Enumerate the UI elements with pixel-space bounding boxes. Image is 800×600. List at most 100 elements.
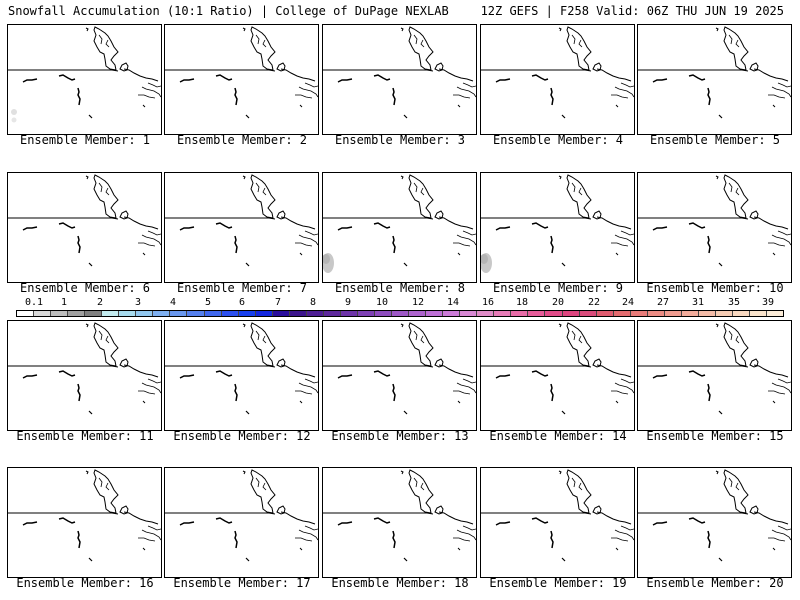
- basemap-outline: [165, 469, 318, 562]
- colorbar-swatch: [562, 311, 580, 316]
- colorbar-swatch: [34, 311, 52, 316]
- colorbar-swatch: [51, 311, 69, 316]
- ensemble-member-map: [322, 24, 477, 135]
- basemap-outline: [481, 322, 634, 415]
- ensemble-member-label: Ensemble Member: 12: [173, 429, 311, 443]
- colorbar-swatch: [102, 311, 120, 316]
- colorbar-swatch: [750, 311, 768, 316]
- ensemble-member-map: [164, 24, 319, 135]
- ensemble-member-map: [7, 172, 162, 283]
- basemap-outline: [323, 469, 476, 562]
- basemap-outline: [8, 26, 161, 123]
- ensemble-member-map: [164, 467, 319, 578]
- ensemble-member-map: [480, 24, 635, 135]
- basemap-outline: [8, 322, 161, 415]
- colorbar-tick-label: 8: [309, 297, 317, 308]
- colorbar-swatch: [511, 311, 529, 316]
- ensemble-member-label: Ensemble Member: 11: [16, 429, 154, 443]
- ensemble-member-label: Ensemble Member: 16: [16, 576, 154, 590]
- colorbar-swatch: [681, 311, 699, 316]
- basemap-outline: [638, 26, 791, 119]
- colorbar-tick-label: 2: [96, 297, 104, 308]
- colorbar-swatch: [187, 311, 205, 316]
- ensemble-member-label: Ensemble Member: 15: [646, 429, 784, 443]
- colorbar-swatch: [374, 311, 393, 316]
- colorbar-tick-label: 0.1: [24, 297, 44, 308]
- basemap-outline: [165, 174, 318, 267]
- colorbar-tick-label: 39: [761, 297, 775, 308]
- colorbar-tick-label: 7: [274, 297, 282, 308]
- colorbar-swatch: [630, 311, 648, 316]
- colorbar-swatch: [545, 311, 563, 316]
- ensemble-member-label: Ensemble Member: 14: [489, 429, 627, 443]
- ensemble-member-label: Ensemble Member: 17: [173, 576, 311, 590]
- colorbar-tick-label: 5: [204, 297, 212, 308]
- ensemble-member-map: [7, 467, 162, 578]
- ensemble-member-label: Ensemble Member: 2: [176, 133, 308, 147]
- ensemble-member-map: [322, 172, 477, 283]
- ensemble-member-map: [480, 467, 635, 578]
- colorbar-swatch: [647, 311, 665, 316]
- colorbar-swatch: [664, 311, 682, 316]
- ensemble-member-label: Ensemble Member: 5: [649, 133, 781, 147]
- colorbar-swatch: [767, 311, 784, 316]
- ensemble-member-label: Ensemble Member: 9: [492, 281, 624, 295]
- basemap-outline: [638, 174, 791, 267]
- basemap-outline: [8, 469, 161, 562]
- colorbar-swatch: [17, 311, 35, 316]
- colorbar-swatch: [596, 311, 614, 316]
- colorbar-swatch: [357, 311, 375, 316]
- colorbar-tick-label: 12: [411, 297, 425, 308]
- colorbar-tick-label: 10: [375, 297, 389, 308]
- colorbar-swatch: [306, 311, 324, 316]
- basemap-outline: [638, 322, 791, 415]
- colorbar-swatch: [170, 311, 188, 316]
- ensemble-member-map: [480, 320, 635, 431]
- colorbar-tick-label: 27: [656, 297, 670, 308]
- colorbar-tick-label: 14: [446, 297, 460, 308]
- colorbar-swatch: [460, 311, 478, 316]
- ensemble-member-label: Ensemble Member: 3: [334, 133, 466, 147]
- ensemble-member-map: [322, 467, 477, 578]
- ensemble-member-label: Ensemble Member: 18: [331, 576, 469, 590]
- basemap-outline: [481, 174, 634, 273]
- ensemble-member-map: [637, 320, 792, 431]
- colorbar-swatch: [289, 311, 307, 316]
- ensemble-member-label: Ensemble Member: 4: [492, 133, 624, 147]
- basemap-outline: [323, 322, 476, 415]
- colorbar-swatch: [153, 311, 171, 316]
- basemap-outline: [481, 469, 634, 562]
- colorbar-tick-label: 4: [169, 297, 177, 308]
- ensemble-member-label: Ensemble Member: 7: [176, 281, 308, 295]
- ensemble-member-label: Ensemble Member: 10: [646, 281, 784, 295]
- ensemble-member-map: [480, 172, 635, 283]
- ensemble-member-map: [7, 320, 162, 431]
- colorbar-tick-label: 16: [481, 297, 495, 308]
- colorbar-tick-label: 18: [515, 297, 529, 308]
- ensemble-member-map: [637, 467, 792, 578]
- colorbar-tick-label: 1: [60, 297, 68, 308]
- ensemble-member-label: Ensemble Member: 1: [19, 133, 151, 147]
- colorbar-swatch: [340, 311, 358, 316]
- colorbar-swatch: [392, 311, 410, 316]
- ensemble-member-label: Ensemble Member: 13: [331, 429, 469, 443]
- snowfall-colorbar: [16, 310, 784, 317]
- colorbar-tick-label: 20: [551, 297, 565, 308]
- colorbar-swatch: [579, 311, 597, 316]
- colorbar-tick-label: 24: [621, 297, 635, 308]
- ensemble-member-map: [322, 320, 477, 431]
- colorbar-swatch: [238, 311, 256, 316]
- colorbar-swatch: [426, 311, 444, 316]
- colorbar-swatch: [494, 311, 512, 316]
- colorbar-swatch: [732, 311, 751, 316]
- ensemble-member-map: [164, 172, 319, 283]
- colorbar-swatch: [119, 311, 137, 316]
- colorbar-swatch: [255, 311, 273, 316]
- basemap-outline: [165, 322, 318, 415]
- ensemble-member-map: [164, 320, 319, 431]
- colorbar-tick-label: 6: [238, 297, 246, 308]
- basemap-outline: [481, 26, 634, 119]
- colorbar-swatch: [68, 311, 86, 316]
- colorbar-tick-label: 35: [727, 297, 741, 308]
- colorbar-swatch: [136, 311, 154, 316]
